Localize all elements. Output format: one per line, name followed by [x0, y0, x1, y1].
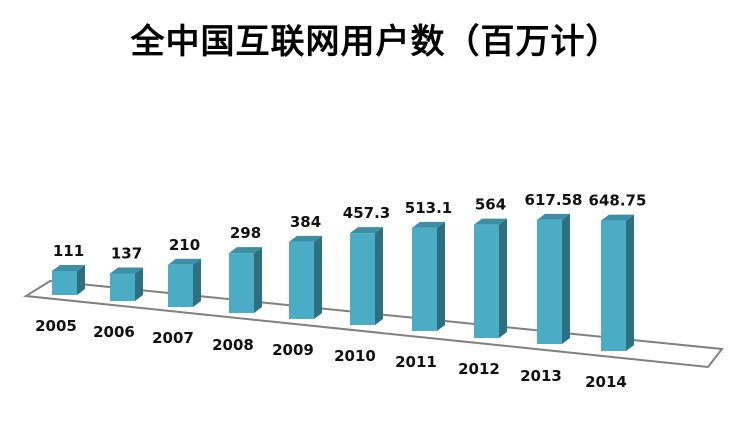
bar-front-face: [52, 271, 77, 295]
bar-front-face: [350, 233, 375, 325]
x-tick-label: 2010: [334, 347, 376, 365]
data-label: 564: [475, 196, 506, 214]
x-tick-label: 2008: [212, 336, 254, 354]
data-label: 617.58: [525, 191, 583, 209]
bar-top-face: [289, 235, 322, 242]
chart-title: 全中国互联网用户数（百万计）: [130, 22, 621, 62]
bar-top-face: [601, 214, 634, 221]
bar-top-face: [350, 227, 383, 234]
bar-series: [52, 213, 634, 351]
bar-side-face: [437, 221, 445, 331]
bar-front-face: [601, 220, 626, 351]
bar-front-face: [537, 219, 562, 344]
bar-2008: [229, 247, 262, 313]
data-label: 210: [169, 236, 200, 254]
x-tick-label: 2005: [35, 317, 77, 335]
x-tick-label: 2009: [272, 341, 314, 359]
data-label: 513.1: [405, 199, 452, 217]
bar-front-face: [412, 227, 437, 331]
bar-side-face: [626, 214, 634, 351]
x-tick-label: 2011: [395, 353, 437, 371]
data-label: 384: [290, 213, 321, 231]
bar-side-face: [499, 218, 507, 338]
bar-2012: [474, 218, 507, 338]
x-tick-label: 2013: [520, 367, 562, 385]
bar-side-face: [77, 265, 85, 295]
bar-2013: [537, 213, 570, 344]
data-label: 111: [53, 242, 84, 260]
bar-top-face: [229, 247, 262, 254]
x-tick-label: 2014: [585, 373, 627, 391]
x-tick-label: 2007: [152, 329, 194, 347]
data-label: 457.3: [343, 204, 390, 222]
bar-front-face: [229, 253, 254, 313]
bar-side-face: [375, 227, 383, 325]
bar-2014: [601, 214, 634, 351]
bar-top-face: [537, 213, 570, 220]
bar-side-face: [135, 267, 143, 301]
data-label: 298: [230, 224, 261, 242]
x-tick-label: 2012: [458, 360, 500, 378]
bar-top-face: [52, 265, 85, 271]
bar-top-face: [110, 267, 143, 274]
bar-2011: [412, 221, 445, 331]
bar-top-face: [168, 258, 201, 265]
x-tick-label: 2006: [93, 323, 135, 341]
bar-front-face: [289, 241, 314, 319]
bar-side-face: [314, 235, 322, 319]
data-label: 648.75: [589, 192, 647, 210]
bar-front-face: [110, 273, 135, 301]
bar-side-face: [193, 258, 201, 307]
bar-top-face: [474, 218, 507, 225]
bar-top-face: [412, 221, 445, 228]
bar-side-face: [254, 247, 262, 313]
data-label: 137: [111, 244, 142, 262]
bar-front-face: [168, 264, 193, 307]
bar-2007: [168, 258, 201, 307]
bar-2006: [110, 267, 143, 301]
bar-side-face: [562, 213, 570, 344]
bar-2005: [52, 265, 85, 295]
bar-front-face: [474, 224, 499, 338]
bar-2009: [289, 235, 322, 319]
bar-2010: [350, 227, 383, 325]
